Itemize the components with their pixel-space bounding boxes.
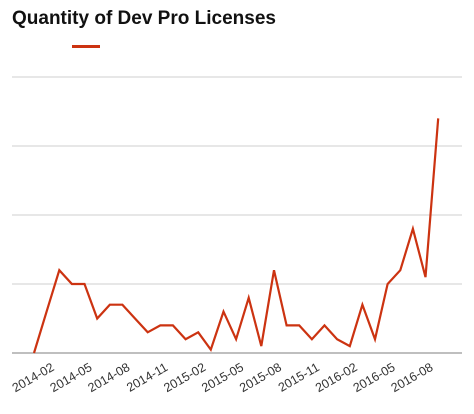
x-tick-label: 2014-11 xyxy=(124,360,170,395)
x-tick-label: 2015-11 xyxy=(276,360,322,395)
x-tick-label: 2016-05 xyxy=(351,360,398,395)
x-tick-label: 2016-08 xyxy=(389,360,436,395)
x-tick-label: 2016-02 xyxy=(313,360,360,395)
chart-title: Quantity of Dev Pro Licenses xyxy=(12,8,276,29)
legend-line-swatch xyxy=(72,45,100,48)
x-tick-label: 2014-02 xyxy=(10,360,57,395)
series-line xyxy=(32,118,440,354)
x-axis-tick-labels: 2014-022014-052014-082014-112015-022015-… xyxy=(10,360,436,395)
x-tick-label: 2014-08 xyxy=(86,360,133,395)
gridlines xyxy=(12,76,462,354)
x-tick-label: 2015-02 xyxy=(161,360,208,395)
series-layer xyxy=(32,118,440,354)
x-tick-label: 2014-05 xyxy=(48,360,95,395)
x-tick-label: 2015-08 xyxy=(237,360,284,395)
x-tick-label: 2015-05 xyxy=(199,360,246,395)
